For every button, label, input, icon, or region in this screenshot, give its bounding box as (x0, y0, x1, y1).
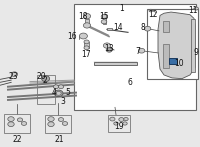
Text: 6: 6 (128, 78, 133, 87)
Circle shape (106, 48, 112, 52)
Text: 22: 22 (12, 135, 22, 144)
Circle shape (123, 122, 127, 125)
Circle shape (11, 72, 18, 77)
Circle shape (144, 26, 151, 31)
Polygon shape (163, 44, 169, 68)
Circle shape (58, 118, 64, 121)
Text: 11: 11 (188, 6, 198, 15)
Circle shape (53, 85, 59, 89)
Circle shape (101, 20, 107, 24)
Bar (85, 19, 89, 25)
Circle shape (58, 85, 64, 89)
Circle shape (56, 91, 61, 95)
Circle shape (84, 40, 89, 44)
Bar (94, 62, 137, 65)
Circle shape (194, 7, 198, 10)
Text: 17: 17 (81, 50, 91, 59)
Bar (191, 19, 195, 72)
Polygon shape (158, 12, 195, 79)
Circle shape (79, 33, 87, 39)
Text: 18: 18 (78, 12, 88, 21)
Circle shape (17, 118, 23, 122)
Bar (108, 115, 130, 132)
Circle shape (48, 122, 54, 127)
Bar (107, 28, 112, 30)
Circle shape (21, 122, 27, 125)
Polygon shape (163, 21, 169, 32)
Circle shape (42, 76, 50, 82)
Circle shape (149, 9, 153, 12)
Text: 8: 8 (141, 23, 146, 32)
Circle shape (101, 14, 107, 19)
Text: 13: 13 (104, 44, 114, 53)
Bar (169, 58, 177, 64)
Bar (84, 42, 89, 48)
Circle shape (54, 90, 63, 97)
Circle shape (138, 48, 145, 53)
Text: 2: 2 (42, 76, 47, 85)
Text: 7: 7 (135, 47, 140, 56)
Circle shape (8, 122, 14, 127)
Text: 19: 19 (114, 122, 124, 131)
Text: 14: 14 (113, 23, 123, 32)
Circle shape (48, 117, 54, 121)
Bar (74, 4, 196, 110)
Circle shape (83, 14, 91, 19)
Circle shape (83, 23, 91, 28)
Bar (4, 114, 30, 133)
Circle shape (8, 117, 14, 121)
Circle shape (84, 46, 89, 50)
Text: 3: 3 (61, 97, 65, 106)
Circle shape (124, 117, 128, 121)
Bar (147, 9, 198, 79)
Text: 21: 21 (54, 135, 64, 144)
Text: 20: 20 (36, 72, 46, 81)
Text: 23: 23 (8, 72, 18, 81)
Bar (37, 75, 55, 104)
Circle shape (62, 122, 68, 125)
Text: 16: 16 (67, 31, 77, 41)
Bar (103, 15, 106, 24)
Text: 10: 10 (174, 59, 184, 68)
Circle shape (103, 43, 111, 48)
Circle shape (110, 117, 115, 121)
Text: 4: 4 (52, 88, 56, 97)
Text: 12: 12 (148, 10, 158, 19)
Text: 15: 15 (99, 12, 109, 21)
Text: 5: 5 (66, 88, 70, 97)
Text: 9: 9 (194, 48, 198, 57)
Circle shape (119, 118, 124, 121)
Text: 1: 1 (119, 4, 124, 13)
Circle shape (114, 122, 118, 125)
Bar (45, 115, 71, 133)
